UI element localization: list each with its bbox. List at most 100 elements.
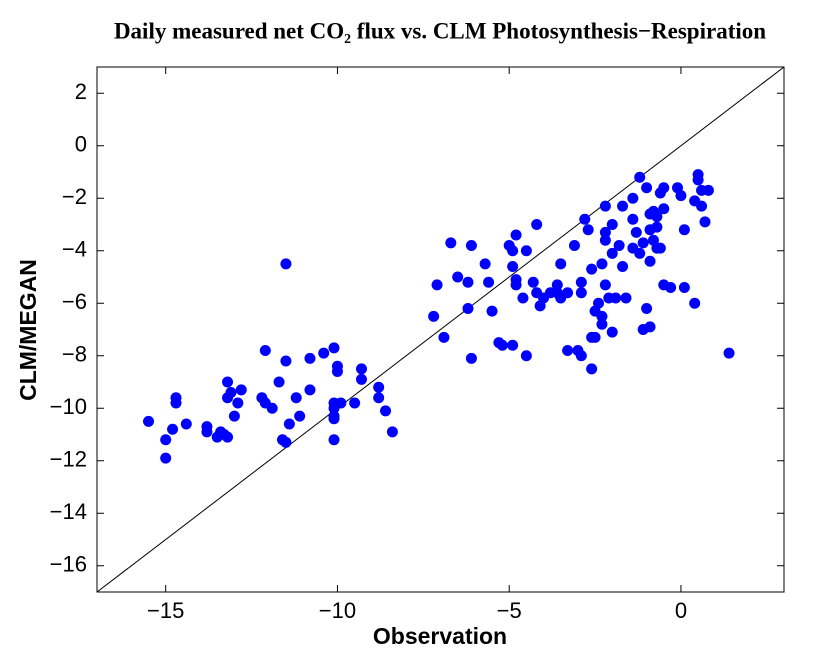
scatter-point	[696, 200, 708, 212]
scatter-point	[380, 405, 392, 417]
scatter-point	[201, 421, 213, 433]
scatter-point	[599, 200, 611, 212]
scatter-point	[373, 381, 385, 393]
scatter-point	[675, 190, 687, 202]
scatter-point	[232, 397, 244, 409]
scatter-point	[579, 213, 591, 225]
scatter-point	[723, 347, 735, 359]
chart-title: Daily measured net CO₂ flux vs. CLM Phot…	[114, 18, 766, 43]
scatter-point	[349, 397, 361, 409]
scatter-point	[610, 292, 622, 304]
scatter-point	[304, 352, 316, 364]
scatter-point	[335, 397, 347, 409]
scatter-point	[462, 276, 474, 288]
scatter-point	[699, 216, 711, 228]
scatter-point	[665, 282, 677, 293]
scatter-point	[596, 258, 608, 270]
scatter-point	[167, 423, 179, 435]
scatter-point	[593, 297, 605, 309]
scatter-point	[465, 352, 477, 364]
y-tick-label: −10	[50, 394, 87, 419]
scatter-point	[438, 331, 450, 343]
scatter-point	[644, 321, 656, 333]
scatter-point	[596, 318, 608, 330]
scatter-point	[517, 292, 529, 304]
scatter-point	[562, 287, 574, 299]
scatter-point	[627, 213, 639, 225]
scatter-point	[428, 310, 440, 322]
scatter-point	[641, 303, 653, 314]
y-tick-label: −14	[50, 499, 87, 524]
y-tick-label: −8	[62, 342, 87, 367]
scatter-point	[651, 211, 663, 223]
one-to-one-line	[96, 66, 785, 593]
x-axis-label: Observation	[373, 623, 507, 649]
scatter-point	[386, 426, 398, 438]
scatter-point	[180, 418, 192, 430]
scatter-point	[630, 226, 642, 238]
scatter-point	[225, 387, 237, 398]
scatter-point	[510, 229, 522, 241]
scatter-point	[641, 182, 653, 194]
scatter-point	[702, 184, 714, 196]
scatter-point	[280, 436, 292, 448]
scatter-point	[331, 360, 343, 372]
scatter-point	[606, 219, 618, 230]
scatter-point	[678, 282, 690, 293]
scatter-point	[658, 203, 670, 215]
scatter-point	[520, 245, 532, 257]
scatter-point	[613, 240, 625, 251]
x-tick-label: −10	[319, 598, 356, 623]
scatter-point	[586, 363, 598, 375]
scatter-point	[599, 226, 611, 238]
scatter-point	[589, 331, 601, 343]
scatter-point	[483, 276, 495, 288]
scatter-point	[606, 326, 618, 338]
scatter-point	[222, 431, 234, 443]
x-tick-label: −15	[147, 598, 184, 623]
scatter-point	[160, 452, 172, 464]
scatter-point	[266, 402, 278, 414]
scatter-point	[596, 310, 608, 322]
scatter-point	[259, 345, 271, 356]
scatter-point	[373, 392, 385, 404]
scatter-point	[510, 274, 522, 286]
scatter-point	[280, 355, 292, 367]
y-tick-label: −2	[62, 184, 87, 209]
scatter-point	[318, 347, 330, 359]
y-axis-label: CLM/MEGAN	[15, 259, 41, 401]
scatter-point	[235, 384, 247, 396]
scatter-point	[222, 376, 234, 388]
scatter-point	[678, 224, 690, 236]
scatter-point	[170, 392, 182, 404]
scatter-point	[654, 242, 666, 254]
scatter-point	[634, 247, 646, 259]
x-tick-label: −5	[497, 598, 522, 623]
scatter-point	[304, 384, 316, 396]
plot-frame	[96, 66, 785, 593]
scatter-point	[586, 263, 598, 275]
y-tick-label: −12	[50, 447, 87, 472]
x-tick-label: 0	[675, 598, 687, 623]
scatter-point	[582, 224, 594, 236]
scatter-point	[599, 234, 611, 246]
scatter-point	[431, 279, 443, 291]
scatter-point	[228, 410, 240, 422]
scatter-point	[294, 410, 306, 422]
scatter-point	[689, 297, 701, 309]
scatter-point	[634, 171, 646, 183]
scatter-point	[637, 237, 649, 249]
scatter-point	[462, 303, 474, 314]
scatter-point	[452, 271, 464, 283]
scatter-point	[280, 258, 292, 270]
scatter-point	[551, 279, 563, 291]
scatter-point	[160, 434, 172, 446]
scatter-point	[328, 434, 340, 446]
scatter-point	[651, 221, 663, 233]
scatter-point	[575, 350, 587, 362]
scatter-point	[507, 261, 519, 272]
scatter-point	[620, 292, 632, 304]
scatter-point	[355, 363, 367, 375]
